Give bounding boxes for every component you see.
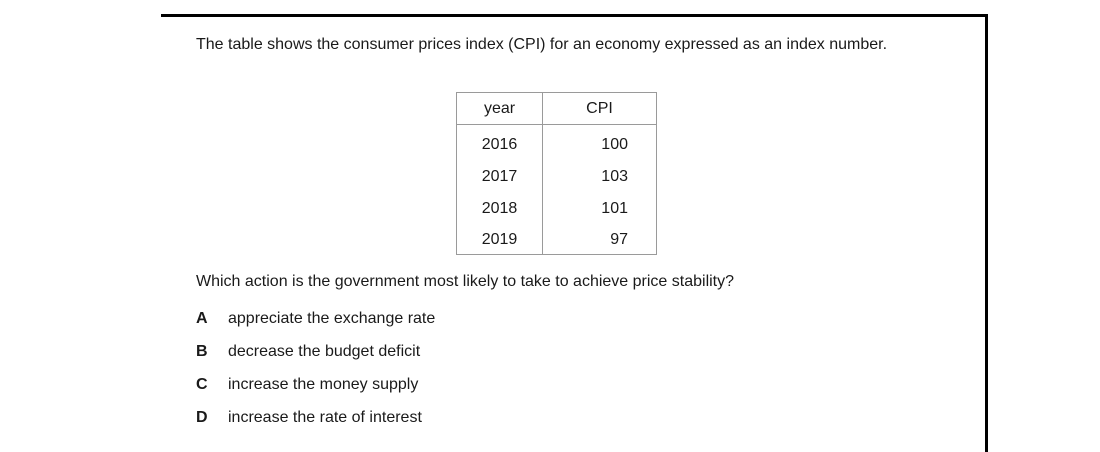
option-letter: B: [196, 343, 208, 360]
year-cell: 2018: [456, 193, 543, 225]
option-letter: C: [196, 376, 208, 393]
table-header-row: year CPI: [456, 92, 657, 125]
option-letter: D: [196, 409, 208, 426]
cpi-cell: 100: [542, 124, 657, 161]
year-cell: 2019: [456, 225, 543, 255]
option-text: decrease the budget deficit: [228, 343, 421, 360]
frame-top-border: [161, 14, 988, 17]
option-text: appreciate the exchange rate: [228, 310, 436, 327]
cpi-table: year CPI 2016 100 2017 103 2018 101 2019…: [456, 92, 657, 255]
option-text: increase the rate of interest: [228, 409, 422, 426]
table-row: 2018 101: [456, 193, 657, 225]
cpi-cell: 97: [542, 225, 657, 255]
year-cell: 2017: [456, 161, 543, 193]
question-prompt: Which action is the government most like…: [196, 273, 735, 290]
column-header-cpi: CPI: [542, 92, 657, 125]
option-text: increase the money supply: [228, 376, 419, 393]
cpi-cell: 101: [542, 193, 657, 225]
year-cell: 2016: [456, 124, 543, 161]
column-header-year: year: [456, 92, 543, 125]
cpi-cell: 103: [542, 161, 657, 193]
frame-right-border: [985, 14, 988, 452]
option-letter: A: [196, 310, 208, 327]
table-row: 2017 103: [456, 161, 657, 193]
question-stem: The table shows the consumer prices inde…: [196, 36, 888, 53]
table-row: 2016 100: [456, 124, 657, 161]
table-row: 2019 97: [456, 225, 657, 255]
